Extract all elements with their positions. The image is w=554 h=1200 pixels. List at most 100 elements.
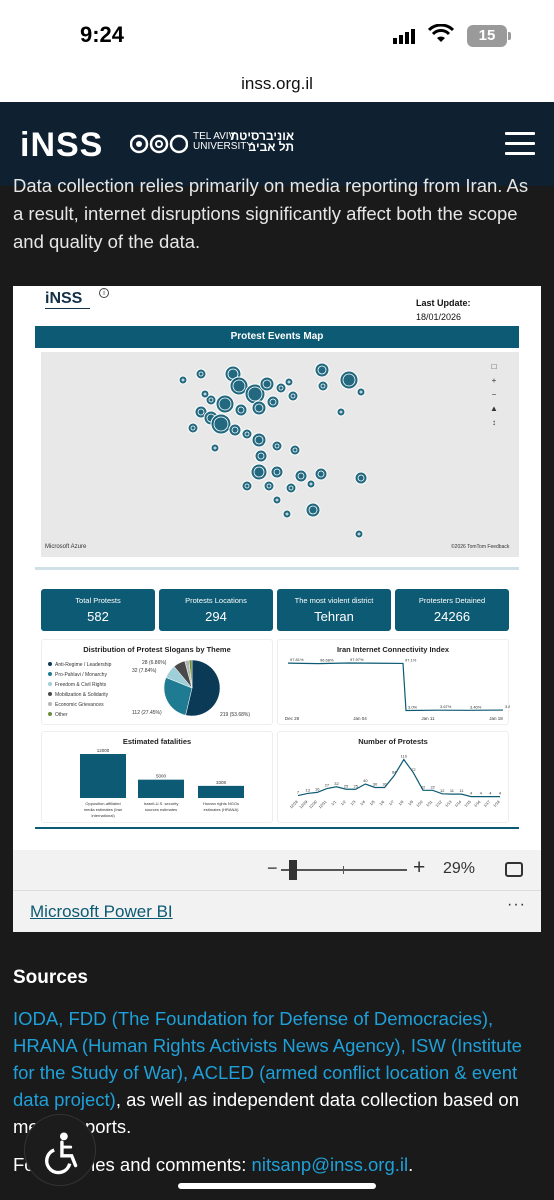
connectivity-card[interactable]: Iran Internet Connectivity Index 97.81% 9… [277, 639, 510, 725]
protests-x-tick: 1/16 [473, 800, 481, 808]
kpi-protesters-detained: Protesters Detained 24266 [395, 589, 509, 631]
tau-he-line2: תל אביב [248, 140, 295, 154]
pitch-icon[interactable]: ↕ [492, 418, 496, 427]
contact-email[interactable]: nitsanp@inss.org.il [251, 1154, 409, 1175]
map-bubble [336, 407, 346, 417]
kpi-label: Total Protests [75, 596, 121, 605]
map-bubble [187, 422, 199, 434]
hamburger-menu-icon[interactable] [505, 132, 535, 156]
map-footer-right: ©2026 TomTom Feedback [451, 544, 510, 550]
protests-point-label: 30 [382, 782, 387, 787]
map-bubble [241, 480, 253, 492]
battery-tip [508, 32, 511, 40]
fatality-value: 12000 [97, 748, 110, 753]
accessibility-icon[interactable] [24, 1114, 96, 1186]
zoom-in-button[interactable]: + [413, 856, 426, 879]
more-options-icon[interactable]: ··· [507, 896, 526, 913]
map-bubble [314, 467, 328, 481]
map-bubble [241, 428, 253, 440]
pie-title: Distribution of Protest Slogans by Theme [83, 645, 231, 654]
powerbi-link[interactable]: Microsoft Power BI [30, 902, 173, 921]
map-bubble-ring [287, 380, 291, 384]
info-icon[interactable]: i [99, 288, 109, 298]
map-bubble [250, 463, 268, 481]
map-bubble-ring [237, 406, 245, 414]
report-bottom-rule [35, 827, 519, 829]
map-bubble [178, 375, 188, 385]
map-bubble-ring [181, 378, 185, 382]
report-separator [35, 567, 519, 570]
map-bubble [210, 443, 220, 453]
wifi-icon [428, 24, 454, 42]
kpi-most-violent-district: The most violent district Tehran [277, 589, 391, 631]
protests-x-tick: 1/7 [388, 800, 395, 807]
protests-point-label: 25 [353, 783, 358, 788]
map-bubble-ring [273, 468, 281, 476]
fatalities-card[interactable]: Estimated fatalities 12000 Opposition-aff… [41, 731, 273, 823]
map-bubble [314, 362, 330, 378]
url-bar[interactable]: inss.org.il [0, 70, 554, 102]
map-bubble-ring [232, 379, 246, 393]
slogans-pie-card[interactable]: Distribution of Protest Slogans by Theme… [41, 639, 273, 725]
protests-x-tick: 12/31 [318, 800, 328, 810]
fatality-bar [138, 779, 184, 798]
map-select-icon[interactable]: □ [491, 362, 497, 371]
map-bubble-ring [297, 472, 305, 480]
map-bubble [263, 480, 275, 492]
pie-label: 219 (53.68%) [220, 712, 251, 718]
zoom-slider-tick [343, 866, 344, 874]
map-bubble-ring [254, 435, 264, 445]
fatality-bar [80, 754, 126, 798]
map-bubble-ring [208, 397, 214, 403]
map-bubble-ring [203, 392, 207, 396]
sources-links[interactable]: IODA, FDD (The Foundation for Defense of… [13, 1008, 522, 1110]
protests-point-label: 4 [489, 791, 492, 796]
zoom-slider-track[interactable] [281, 869, 407, 871]
legend-item: Anti-Regime / Leadership [48, 660, 111, 670]
map-bubble-ring [254, 403, 264, 413]
protests-point-label: 4 [480, 791, 483, 796]
protests-x-tick: 12/28 [289, 800, 299, 810]
zoom-out-icon[interactable]: − [491, 390, 497, 399]
map-bubble-ring [213, 446, 217, 450]
protests-point-label: 16 [315, 786, 320, 791]
map-bubble [282, 509, 292, 519]
kpi-value: 24266 [433, 609, 471, 624]
inss-logo[interactable]: iNSS [20, 126, 104, 164]
fit-to-page-icon[interactable] [505, 862, 523, 877]
pie-chart [163, 659, 221, 717]
protests-point-label: 11 [450, 788, 455, 793]
kpi-value: 294 [205, 609, 227, 624]
protest-events-map[interactable] [41, 352, 519, 557]
map-bubble-ring [197, 408, 205, 416]
protests-card[interactable]: Number of Protests 7 12/28 13 12/29 16 12/30 2… [277, 731, 509, 823]
protests-x-tick: 1/15 [464, 800, 472, 808]
map-bubble-ring [231, 426, 239, 434]
map-bubble-ring [339, 410, 343, 414]
connectivity-point-label: 97.1% [405, 657, 417, 662]
fatality-value: 5000 [156, 774, 167, 779]
connectivity-point-label: 96.68% [320, 658, 334, 663]
legend-item: Mobilization & Solidarity [48, 690, 111, 700]
compass-icon[interactable]: ▲ [490, 404, 498, 413]
protests-x-tick: 1/12 [435, 800, 443, 808]
map-bubble [356, 387, 366, 397]
map-bubble-ring [275, 498, 279, 502]
zoom-slider-thumb[interactable] [289, 860, 297, 880]
pie-label: 28 (6.86%) [142, 660, 167, 666]
report-logo-underline [45, 308, 90, 318]
tau-en-line2: UNIVERSITY [193, 141, 254, 152]
status-bar [0, 0, 554, 70]
signal-icon [393, 29, 415, 44]
battery-indicator: 15 [467, 25, 507, 47]
url-text: inss.org.il [241, 74, 313, 93]
zoom-in-icon[interactable]: + [491, 376, 497, 385]
protests-point-label: 110 [401, 754, 408, 759]
protests-point-label: 30 [373, 782, 378, 787]
pie-label: 112 (27.45%) [132, 710, 162, 716]
protests-x-tick: 1/9 [408, 800, 415, 807]
zoom-out-button[interactable]: − [267, 858, 278, 878]
map-bubble-ring [357, 474, 365, 482]
map-bubble [251, 400, 267, 416]
map-bubble-ring [317, 470, 325, 478]
